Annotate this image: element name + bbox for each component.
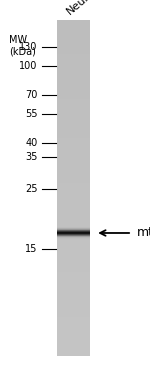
Bar: [57, 32, 90, 37]
Bar: [57, 144, 90, 149]
Bar: [57, 345, 90, 351]
Bar: [57, 278, 90, 283]
Bar: [57, 205, 90, 211]
Bar: [57, 155, 90, 160]
Bar: [57, 76, 90, 82]
Bar: [57, 261, 90, 267]
Text: 40: 40: [25, 138, 38, 148]
Bar: [57, 339, 90, 345]
Bar: [57, 322, 90, 328]
Bar: [57, 211, 90, 216]
Bar: [57, 121, 90, 127]
Bar: [57, 351, 90, 356]
Text: 35: 35: [25, 152, 38, 161]
Bar: [57, 233, 90, 239]
Bar: [57, 127, 90, 132]
Bar: [57, 171, 90, 177]
Bar: [57, 334, 90, 339]
Bar: [57, 283, 90, 289]
Bar: [57, 300, 90, 306]
Bar: [57, 115, 90, 121]
Bar: [57, 65, 90, 71]
Text: 70: 70: [25, 90, 38, 99]
Bar: [57, 216, 90, 222]
Bar: [57, 272, 90, 278]
Bar: [57, 200, 90, 205]
Bar: [57, 267, 90, 272]
Bar: [57, 188, 90, 194]
Bar: [57, 244, 90, 250]
Bar: [57, 149, 90, 155]
Text: 130: 130: [19, 43, 38, 52]
Text: 25: 25: [25, 184, 38, 194]
Bar: [57, 222, 90, 227]
Bar: [57, 239, 90, 244]
Bar: [57, 71, 90, 76]
Bar: [57, 295, 90, 300]
Bar: [57, 104, 90, 110]
Bar: [57, 43, 90, 48]
Bar: [57, 88, 90, 93]
Bar: [57, 82, 90, 88]
Bar: [57, 48, 90, 54]
Bar: [57, 311, 90, 317]
Bar: [57, 177, 90, 183]
Bar: [57, 306, 90, 311]
Bar: [57, 26, 90, 32]
Bar: [57, 54, 90, 60]
Text: 55: 55: [25, 109, 38, 119]
Bar: [57, 93, 90, 99]
Text: MW
(kDa): MW (kDa): [9, 35, 36, 57]
Bar: [57, 99, 90, 104]
Text: 100: 100: [19, 61, 38, 71]
Bar: [57, 250, 90, 255]
Bar: [57, 37, 90, 43]
Text: Neuro2A: Neuro2A: [65, 0, 108, 17]
Bar: [57, 183, 90, 188]
Bar: [57, 227, 90, 233]
Bar: [57, 160, 90, 166]
Bar: [57, 194, 90, 200]
Bar: [57, 289, 90, 295]
Bar: [57, 20, 90, 26]
Text: mtTFA: mtTFA: [136, 226, 150, 240]
Bar: [57, 138, 90, 144]
Bar: [57, 20, 90, 356]
Bar: [57, 110, 90, 115]
Bar: [57, 317, 90, 322]
Bar: [57, 328, 90, 334]
Bar: [57, 255, 90, 261]
Bar: [57, 132, 90, 138]
Bar: [57, 166, 90, 171]
Bar: [57, 60, 90, 65]
Text: 15: 15: [25, 244, 38, 253]
